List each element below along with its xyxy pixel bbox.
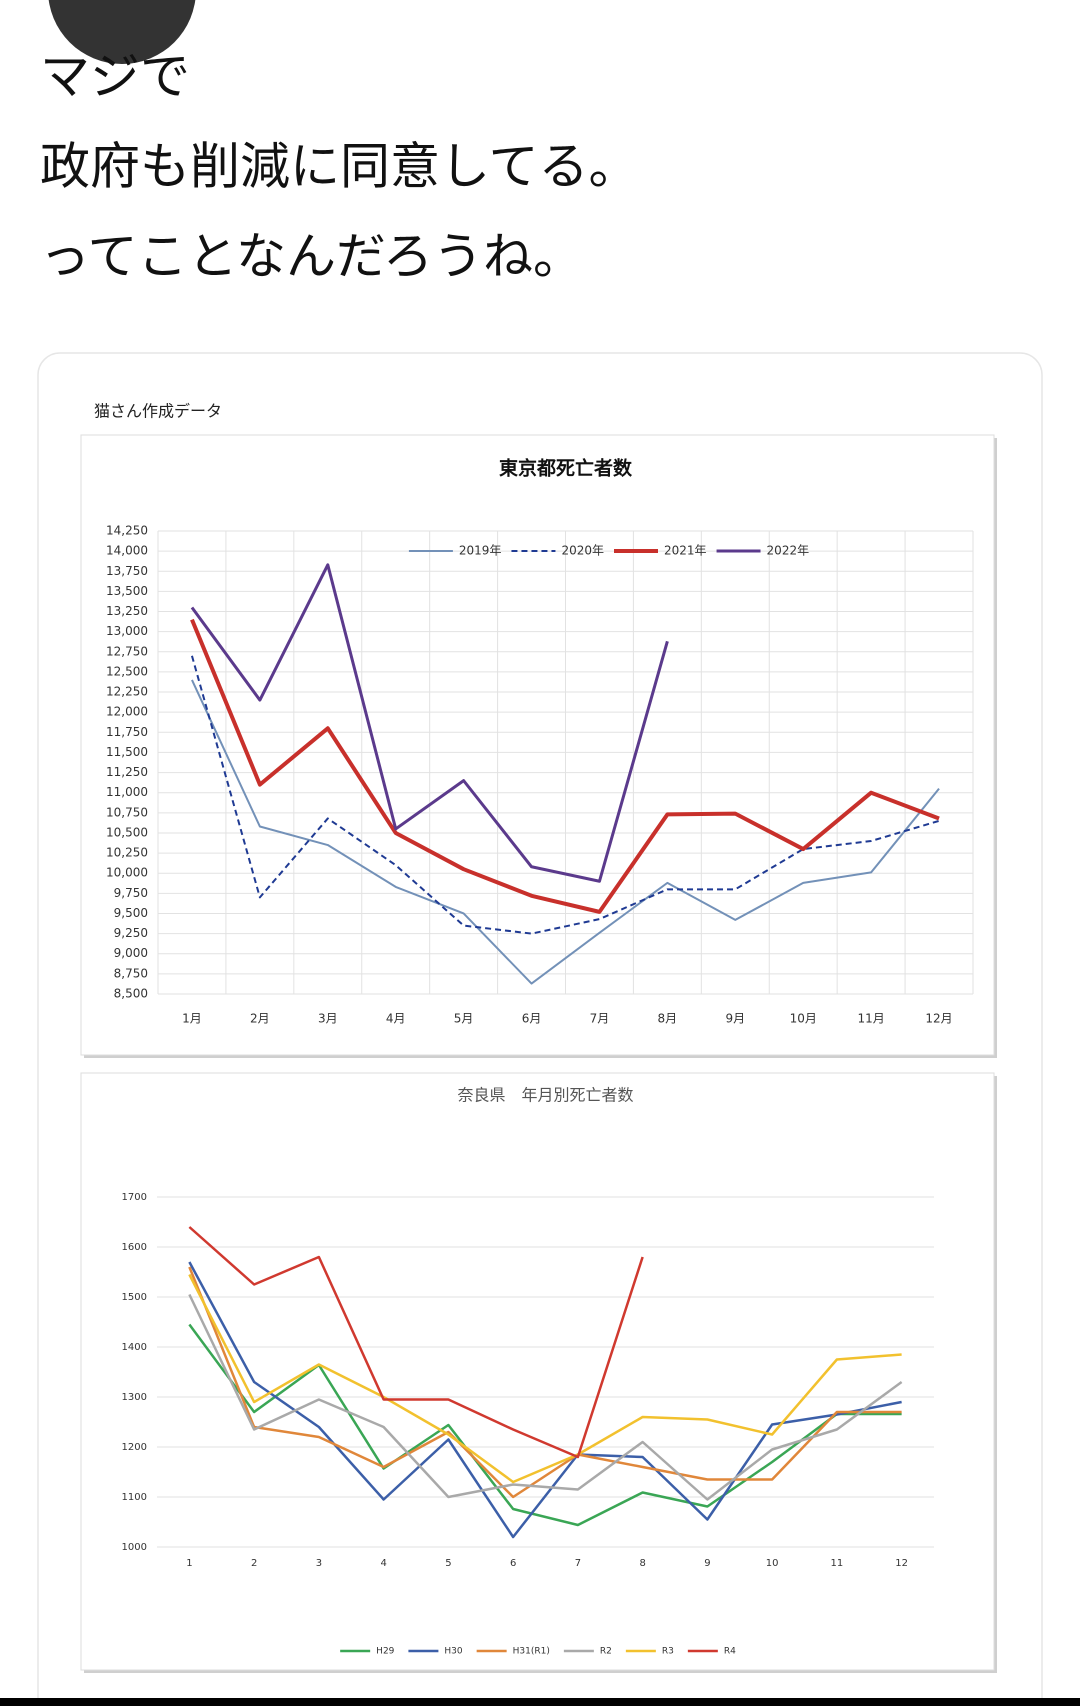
- y-tick-label: 12,250: [106, 685, 148, 699]
- x-tick-label: 10月: [790, 1012, 817, 1026]
- y-tick-label: 1300: [122, 1392, 147, 1403]
- y-tick-label: 11,250: [106, 765, 148, 779]
- y-tick-label: 1600: [122, 1242, 147, 1253]
- x-tick-label: 5月: [454, 1012, 474, 1026]
- chart-title: 東京都死亡者数: [499, 457, 633, 480]
- x-tick-label: 9: [704, 1558, 710, 1569]
- series-line: [188, 1226, 644, 1459]
- y-tick-label: 14,250: [106, 524, 148, 538]
- y-tick-label: 10,250: [106, 846, 148, 860]
- nav-bar: [0, 1698, 1080, 1706]
- x-tick-label: 7: [575, 1558, 581, 1569]
- chart-frame: [80, 434, 995, 1056]
- y-tick-label: 10,750: [106, 805, 148, 819]
- y-tick-label: 12,500: [106, 664, 148, 678]
- x-tick-label: 3月: [318, 1012, 338, 1026]
- series-line: [190, 655, 940, 935]
- x-tick-label: 2月: [250, 1012, 270, 1026]
- legend-label: R3: [662, 1647, 674, 1657]
- avatar[interactable]: [48, 0, 196, 64]
- legend-label: 2021年: [664, 544, 707, 558]
- y-tick-label: 1100: [122, 1492, 147, 1503]
- legend-label: 2019年: [459, 544, 502, 558]
- x-tick-label: 2: [251, 1558, 257, 1569]
- y-tick-label: 13,250: [106, 604, 148, 618]
- x-tick-label: 4: [380, 1558, 386, 1569]
- series-line: [188, 1323, 902, 1527]
- y-tick-label: 8,500: [114, 987, 148, 1001]
- legend-label: 2020年: [561, 544, 604, 558]
- y-tick-label: 13,500: [106, 584, 148, 598]
- legend-label: 2022年: [767, 544, 810, 558]
- tweet-line: マジで: [40, 48, 190, 106]
- x-tick-label: 1: [186, 1558, 192, 1569]
- y-tick-label: 13,750: [106, 564, 148, 578]
- y-tick-label: 8,750: [114, 966, 148, 980]
- legend-label: R4: [724, 1647, 736, 1657]
- x-tick-label: 11: [831, 1558, 844, 1569]
- tweet-line: 政府も削減に同意してる。: [40, 138, 639, 196]
- x-tick-label: 6月: [522, 1012, 542, 1026]
- card-label: 猫さん作成データ: [94, 402, 222, 421]
- x-tick-label: 3: [316, 1558, 322, 1569]
- x-tick-label: 4月: [386, 1012, 406, 1026]
- x-tick-label: 5: [445, 1558, 451, 1569]
- y-tick-label: 1000: [122, 1542, 147, 1553]
- series-line: [190, 618, 940, 914]
- series-line: [188, 1273, 902, 1484]
- y-tick-label: 1400: [122, 1342, 147, 1353]
- y-tick-label: 12,750: [106, 644, 148, 658]
- y-tick-label: 10,500: [106, 825, 148, 839]
- x-tick-label: 8月: [658, 1012, 678, 1026]
- x-tick-label: 1月: [182, 1012, 202, 1026]
- x-tick-label: 11月: [857, 1012, 884, 1026]
- series-line: [190, 563, 669, 883]
- y-tick-label: 10,000: [106, 866, 148, 880]
- x-tick-label: 8: [639, 1558, 645, 1569]
- tweet-line: ってことなんだろうね。: [40, 228, 583, 286]
- legend-label: H31(R1): [513, 1647, 550, 1657]
- y-tick-label: 12,000: [106, 705, 148, 719]
- x-tick-label: 12月: [925, 1012, 952, 1026]
- y-tick-label: 11,000: [106, 785, 148, 799]
- y-tick-label: 9,250: [114, 926, 148, 940]
- y-tick-label: 1500: [122, 1292, 147, 1303]
- x-tick-label: 6: [510, 1558, 516, 1569]
- y-tick-label: 1200: [122, 1442, 147, 1453]
- y-tick-label: 9,750: [114, 886, 148, 900]
- chart-frame: [80, 1072, 995, 1671]
- y-tick-label: 1700: [122, 1192, 147, 1203]
- y-tick-label: 14,000: [106, 544, 148, 558]
- y-tick-label: 11,500: [106, 745, 148, 759]
- x-tick-label: 7月: [590, 1012, 610, 1026]
- y-tick-label: 11,750: [106, 725, 148, 739]
- series-line: [188, 1266, 902, 1499]
- series-line: [191, 679, 940, 985]
- y-tick-label: 13,000: [106, 624, 148, 638]
- legend-label: H30: [444, 1647, 462, 1657]
- chart-title: 奈良県 年月別死亡者数: [457, 1086, 633, 1105]
- y-tick-label: 9,000: [114, 946, 148, 960]
- x-tick-label: 9月: [725, 1012, 745, 1026]
- series-line: [188, 1293, 903, 1501]
- x-tick-label: 12: [895, 1558, 908, 1569]
- legend-label: H29: [376, 1647, 394, 1657]
- x-tick-label: 10: [766, 1558, 779, 1569]
- legend-label: R2: [600, 1647, 612, 1657]
- y-tick-label: 9,500: [114, 906, 148, 920]
